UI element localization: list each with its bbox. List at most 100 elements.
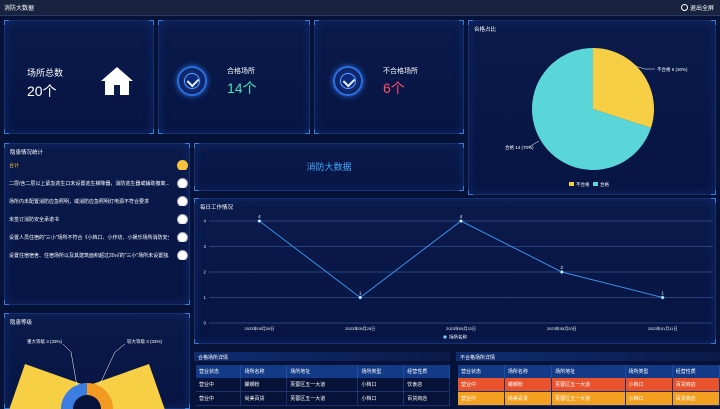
- hazard-item[interactable]: 二层/含二层以上紧急逃生口未设置逃生梯降器，消防逃生器或辅助撤离...: [7, 177, 190, 188]
- hazard-item[interactable]: 设置人员住宿的"三小"场所不符合《小档口、小作坊、小娱乐场所消防安全...: [7, 231, 190, 242]
- data-label: 1: [661, 291, 664, 296]
- donut-label-left: 重大等级 3 (33%): [27, 338, 63, 345]
- cell: 小档口: [625, 378, 673, 392]
- cell: 螺蛳粉: [504, 378, 553, 392]
- app-title: 消防大数据: [4, 6, 35, 12]
- total-sites-panel: 场所总数 20个: [4, 20, 154, 134]
- cell: 芙蓉区五一大道: [286, 391, 359, 406]
- gear-icon: [680, 4, 688, 11]
- pie-slice-qualified[interactable]: [532, 48, 652, 170]
- data-point[interactable]: [660, 295, 665, 300]
- qualified-table-title: 合格场所详情: [198, 355, 229, 361]
- qualified-sites-panel: 合格场所 14个: [158, 20, 310, 134]
- data-point[interactable]: [559, 270, 564, 274]
- table-header-row: 营业状态 场所名称 场所地址 场所类型 经营性质: [196, 365, 450, 378]
- col-address[interactable]: 场所地址: [286, 365, 359, 378]
- table-row[interactable]: 营业中 尚美百货 芙蓉区五一大道 小档口 百货商店: [458, 391, 720, 406]
- data-point[interactable]: [459, 219, 463, 223]
- donut-hole: [73, 395, 101, 409]
- table-row[interactable]: 营业中 螺蛳粉 芙蓉区五一大道 小档口 百货商店: [458, 378, 720, 392]
- pie-slice-unqualified[interactable]: [593, 48, 654, 128]
- col-name[interactable]: 场所名称: [504, 365, 553, 378]
- total-sites-label: 场所总数: [27, 68, 64, 78]
- hazard-item[interactable]: 设置住宿宿舍、住宿场所以及其建筑面积超过20㎡的"三小"场所未设置独...: [7, 249, 190, 260]
- cell: 尚美百货: [504, 391, 553, 406]
- y-tick-label: 1: [203, 295, 206, 300]
- table-row[interactable]: 营业中 尚美百货 芙蓉区五一大道 小档口 百货商店: [196, 391, 450, 406]
- cell: 百货商店: [672, 391, 720, 406]
- hazard-level-title: 隐患等级: [10, 320, 33, 326]
- legend-swatch-qualified: [593, 182, 598, 186]
- shield-check-icon: [333, 66, 363, 96]
- hazard-item-toggle[interactable]: [177, 196, 188, 206]
- qualified-sites-label: 合格场所: [227, 68, 255, 75]
- center-title: 消防大数据: [306, 162, 352, 172]
- hazard-item-label: 未签订消防安全承诺书: [9, 217, 60, 223]
- cell: 小档口: [357, 378, 405, 392]
- hazard-item-label: 场所内未配置消防应急照明，或消防应急照明灯电源不符合要求: [9, 199, 150, 205]
- hazard-item-toggle[interactable]: [177, 160, 188, 170]
- cell: 芙蓉区五一大道: [286, 378, 359, 392]
- col-nature[interactable]: 经营性质: [672, 365, 720, 378]
- data-point[interactable]: [257, 219, 262, 223]
- legend-swatch-unqualified: [569, 182, 574, 186]
- hazard-item-label: 合计: [9, 163, 20, 169]
- pie-leader-line: [634, 65, 655, 70]
- y-tick-label: 0: [203, 321, 206, 326]
- cell: 小档口: [357, 391, 405, 406]
- cell: 饮食店: [403, 378, 450, 392]
- col-type[interactable]: 场所类型: [625, 365, 673, 378]
- unqualified-table-header: 不合格场所详情: [456, 352, 720, 361]
- exit-fullscreen-button[interactable]: 退出全屏: [680, 3, 714, 12]
- cell: 营业中: [196, 378, 242, 392]
- legend-label-unqualified: 不合格: [576, 181, 590, 188]
- hazard-item-toggle[interactable]: [177, 178, 188, 188]
- daily-work-title: 每日工作情况: [200, 205, 234, 211]
- total-sites-value: 20个: [27, 83, 57, 99]
- center-title-panel: 消防大数据: [194, 143, 464, 191]
- donut-leader-line: [98, 343, 126, 387]
- hazard-item-toggle[interactable]: [177, 250, 188, 260]
- home-icon: [101, 67, 133, 95]
- qualified-sites-table: 营业状态 场所名称 场所地址 场所类型 经营性质 营业中 螺蛳粉 芙蓉区五一大道…: [196, 365, 450, 406]
- hazard-item-toggle[interactable]: [177, 232, 188, 242]
- cell: 营业中: [196, 391, 242, 406]
- qualified-ratio-title: 合格占比: [474, 27, 497, 33]
- hazard-level-donut: 重大等级 3 (33%) 较大等级 3 (33%): [9, 338, 165, 409]
- hazard-stats-title: 隐患情况统计: [10, 150, 44, 156]
- col-status[interactable]: 营业状态: [196, 365, 242, 378]
- legend-label-qualified: 合格: [600, 181, 609, 188]
- col-nature[interactable]: 经营性质: [403, 365, 450, 378]
- cell: 尚美百货: [240, 391, 288, 406]
- unqualified-sites-label: 不合格场所: [383, 68, 418, 75]
- unqualified-sites-panel: 不合格场所 6个: [314, 20, 464, 134]
- daily-work-line-chart: 0 1 2 3 4 2023年05月26日 2023年05月25日 2023年05月22日 20…: [203, 214, 713, 341]
- legend-marker: [443, 335, 447, 339]
- data-point[interactable]: [358, 295, 362, 300]
- hazard-stats-panel: 隐患情况统计 合计 二层/含二层以上紧急逃生口未设置逃生梯降器，消防逃生器或辅助…: [4, 143, 190, 305]
- data-label: 1: [359, 291, 362, 296]
- y-tick-label: 4: [203, 219, 206, 224]
- cell: 芙蓉区五一大道: [551, 391, 626, 406]
- hazard-item[interactable]: 场所内未配置消防应急照明，或消防应急照明灯电源不符合要求: [7, 195, 190, 206]
- x-tick-label: 2023年05月20日: [547, 325, 577, 331]
- pie-label-qualified: 合格 14 (70%): [505, 144, 534, 151]
- table-row[interactable]: 营业中 螺蛳粉 芙蓉区五一大道 小档口 饮食店: [196, 378, 450, 392]
- col-address[interactable]: 场所地址: [551, 365, 626, 378]
- legend-label: 场所名称: [449, 334, 467, 341]
- top-bar: 消防大数据 退出全屏: [0, 0, 720, 16]
- col-type[interactable]: 场所类型: [357, 365, 405, 378]
- hazard-item[interactable]: 未签订消防安全承诺书: [7, 213, 190, 224]
- cell: 小档口: [625, 391, 673, 406]
- cell: 芙蓉区五一大道: [551, 378, 626, 392]
- cell: 营业中: [458, 378, 505, 392]
- x-tick-label: 2023年05月22日: [446, 325, 476, 331]
- hazard-item-total[interactable]: 合计: [7, 159, 190, 170]
- x-tick-label: 2023年05月25日: [345, 325, 375, 331]
- col-name[interactable]: 场所名称: [240, 365, 288, 378]
- pie-leader-line: [528, 140, 540, 148]
- col-status[interactable]: 营业状态: [458, 365, 505, 378]
- hazard-item-toggle[interactable]: [177, 214, 188, 224]
- unqualified-table-title: 不合格场所详情: [460, 355, 496, 361]
- cell: 螺蛳粉: [240, 378, 288, 392]
